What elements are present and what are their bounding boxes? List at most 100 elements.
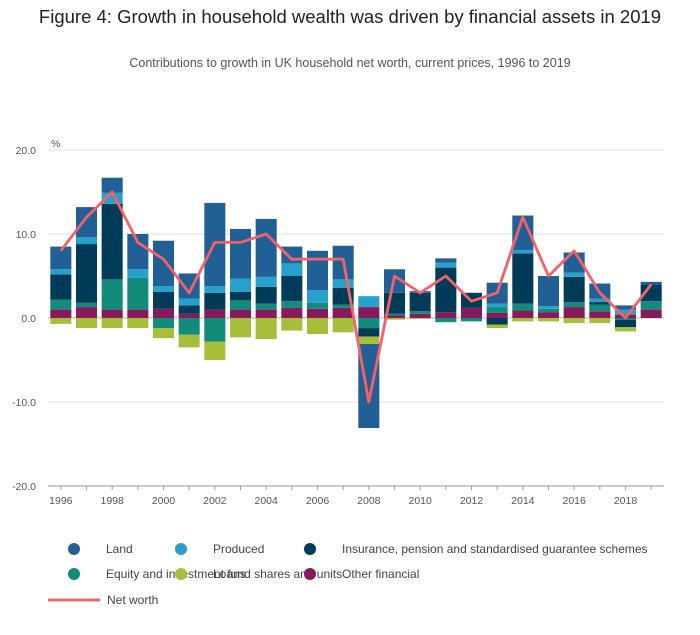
- x-tick-label: 2002: [203, 495, 227, 507]
- x-tick-label: 2000: [152, 495, 176, 507]
- bar-land: [281, 246, 303, 264]
- legend-label: Other financial: [342, 567, 419, 581]
- legend-label: Net worth: [107, 593, 158, 607]
- legend-label: Equity and investment fund shares and un…: [106, 567, 342, 581]
- y-axis-ticks: 20.0 10.0 0.0 -10.0 -20.0: [12, 145, 36, 493]
- bar-equity: [512, 303, 534, 311]
- bar-produced: [486, 303, 508, 308]
- bar-produced: [101, 192, 123, 204]
- bar-loans: [486, 324, 508, 329]
- bar-insurance: [75, 244, 98, 303]
- bar-equity: [589, 304, 611, 312]
- bar-produced: [537, 306, 560, 309]
- legend-swatch-other_financial: [304, 568, 316, 580]
- bar-loans: [50, 318, 72, 324]
- bar-loans: [204, 341, 226, 360]
- bar-other_financial: [281, 307, 303, 318]
- bar-land: [101, 177, 123, 193]
- y-tick-label: -20.0: [12, 481, 36, 493]
- bar-produced: [178, 298, 200, 306]
- bar-other_financial: [229, 309, 252, 318]
- bar-produced: [512, 249, 534, 254]
- chart-title: Figure 4: Growth in household wealth was…: [38, 6, 662, 27]
- bar-loans: [152, 328, 175, 339]
- legend-label: Produced: [213, 542, 264, 556]
- bar-other_financial: [101, 309, 123, 318]
- legend-swatch-land: [68, 543, 80, 555]
- bar-equity: [537, 308, 560, 313]
- bar-land: [75, 207, 98, 238]
- bar-insurance: [152, 291, 175, 309]
- bar-produced: [358, 296, 380, 308]
- bar-land: [306, 250, 329, 291]
- bar-insurance: [512, 253, 534, 304]
- bar-other_financial: [50, 309, 72, 318]
- bar-other_financial: [75, 307, 98, 318]
- bar-other_financial: [537, 312, 560, 318]
- bars: [50, 177, 662, 429]
- bar-other_financial: [255, 309, 277, 318]
- bar-loans: [127, 318, 149, 329]
- bar-insurance: [563, 276, 585, 303]
- bar-other_financial: [486, 312, 508, 318]
- bar-land: [537, 276, 560, 307]
- bar-land: [512, 215, 534, 250]
- legend-label: Land: [106, 542, 133, 556]
- bar-equity: [306, 302, 329, 309]
- legend-swatch-loans: [175, 568, 187, 580]
- bar-equity: [152, 318, 175, 329]
- bar-loans: [306, 318, 329, 334]
- legend-label: Insurance, pension and standardised guar…: [342, 542, 648, 556]
- bar-loans: [614, 327, 637, 332]
- legend-swatch-equity: [68, 568, 80, 580]
- bar-land: [640, 281, 662, 285]
- legend-label: Loans: [213, 567, 246, 581]
- y-tick-label: 20.0: [16, 145, 37, 157]
- bar-land: [50, 246, 72, 270]
- bar-insurance: [178, 305, 200, 314]
- x-tick-label: 1996: [49, 495, 73, 507]
- bar-produced: [255, 276, 277, 287]
- bar-loans: [512, 318, 534, 322]
- bar-produced: [50, 269, 72, 275]
- bar-loans: [255, 318, 277, 339]
- bar-equity: [640, 301, 662, 310]
- bar-other_financial: [127, 309, 149, 318]
- bar-produced: [332, 279, 354, 288]
- bar-equity: [460, 318, 483, 322]
- x-tick-label: 2012: [460, 495, 484, 507]
- bar-equity: [563, 302, 585, 308]
- bar-insurance: [435, 267, 457, 313]
- bar-other_financial: [435, 312, 457, 318]
- bar-equity: [358, 318, 380, 329]
- bar-other_financial: [152, 308, 175, 318]
- bar-produced: [152, 286, 175, 292]
- bar-loans: [563, 318, 585, 324]
- bar-insurance: [255, 286, 277, 304]
- net-worth-line-group: [59, 190, 653, 404]
- x-tick-label: 2018: [614, 495, 638, 507]
- bar-produced: [75, 237, 98, 245]
- y-tick-label: 10.0: [16, 229, 37, 241]
- bar-loans: [281, 318, 303, 331]
- x-tick-label: 2016: [562, 495, 586, 507]
- bar-equity: [50, 299, 72, 310]
- bar-insurance: [409, 292, 431, 312]
- bar-produced: [614, 309, 637, 315]
- bar-land: [229, 228, 252, 279]
- x-tick-label: 2010: [408, 495, 432, 507]
- bar-loans: [178, 334, 200, 348]
- bar-loans: [383, 318, 406, 320]
- bar-other_financial: [460, 307, 483, 318]
- bar-land: [614, 305, 637, 310]
- bar-equity: [127, 277, 149, 310]
- bar-other_financial: [204, 309, 226, 318]
- x-axis: 1996 1998 2000 2002 2004 2006 2008 2010 2012 2014…: [48, 485, 664, 507]
- bar-equity: [204, 318, 226, 342]
- bar-other_financial: [589, 311, 611, 318]
- chart-subtitle: Contributions to growth in UK household …: [129, 56, 571, 70]
- bar-other_financial: [178, 313, 200, 318]
- bar-other_financial: [640, 309, 662, 318]
- bar-other_financial: [409, 313, 431, 318]
